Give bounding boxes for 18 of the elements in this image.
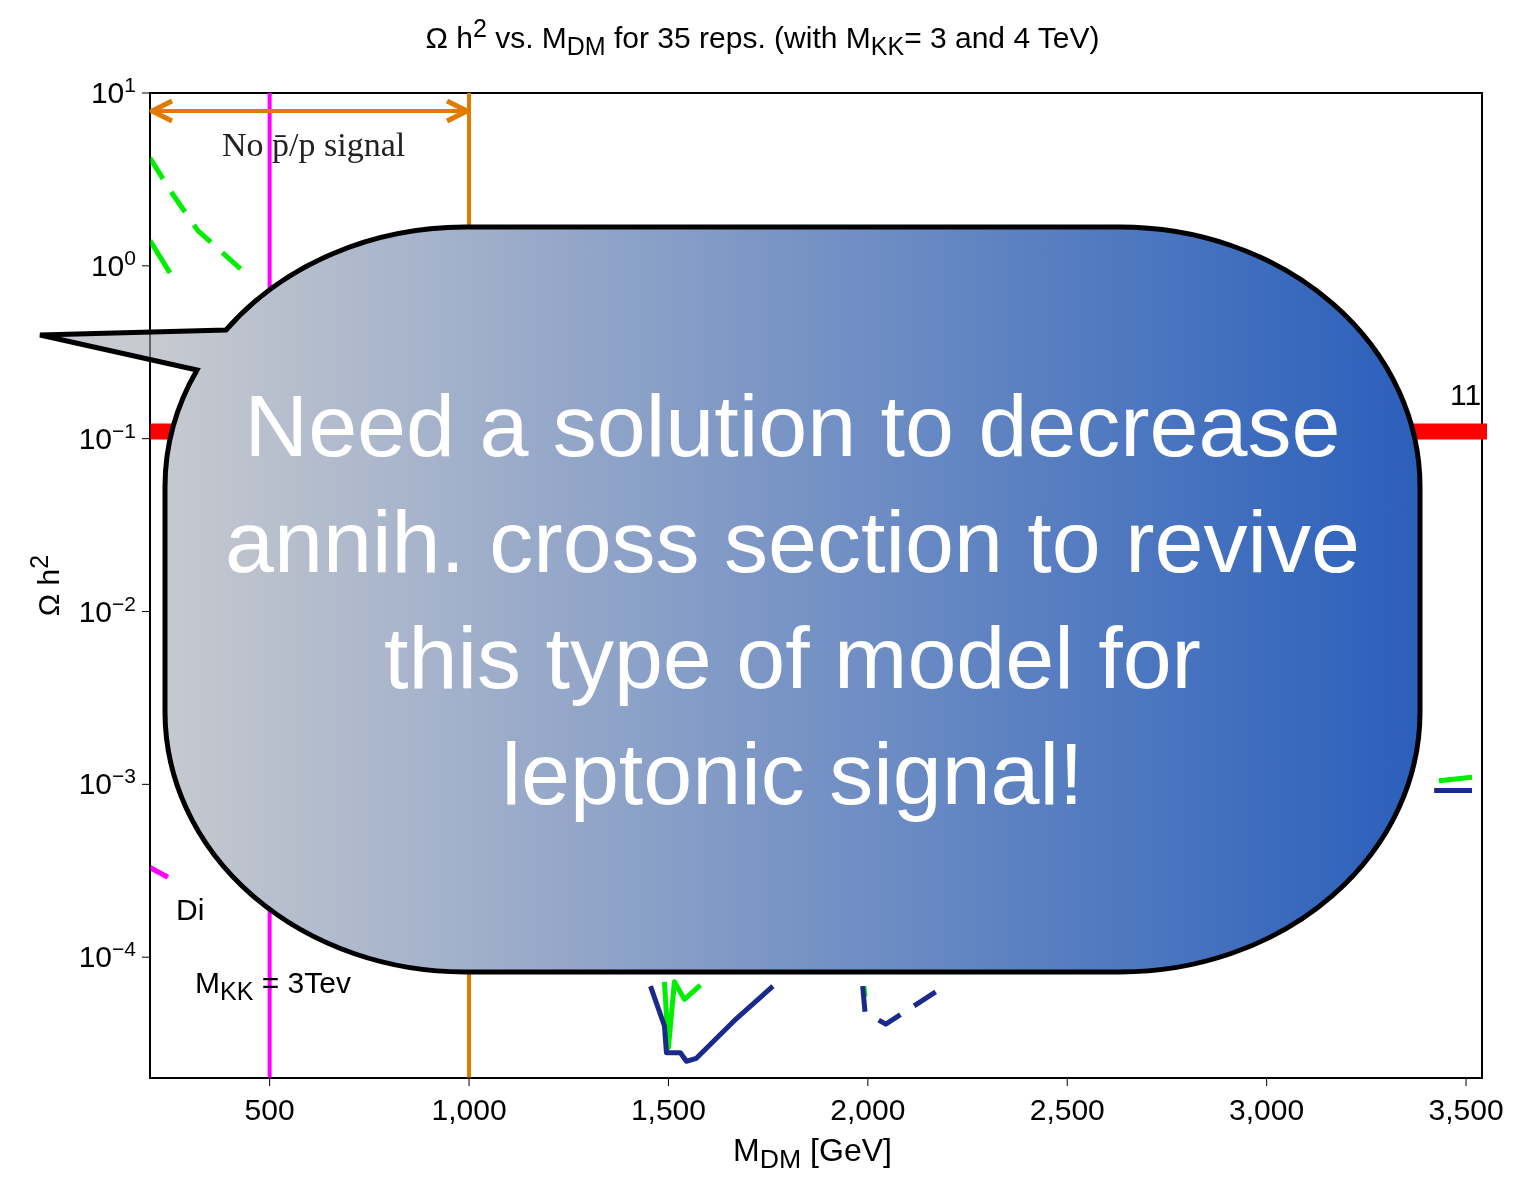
x-tick-label: 3,000	[1229, 1093, 1305, 1126]
y-tick-label: 10$^{1}$	[90, 72, 136, 109]
annotation: No p̄/p signal	[222, 126, 406, 164]
y-tick-label: 10$^{−1}$	[78, 418, 136, 455]
x-tick-label: 1,000	[431, 1093, 507, 1126]
y-tick-label: 10$^{−4}$	[78, 936, 137, 974]
y-tick-label: 10$^{−2}$	[78, 591, 136, 628]
x-tick-label: 500	[244, 1093, 295, 1126]
x-tick-label: 3,500	[1428, 1093, 1504, 1126]
y-tick-label: 10$^{0}$	[90, 245, 136, 282]
y-tick-label: 10$^{−3}$	[78, 763, 136, 801]
annotation: Di	[176, 893, 205, 927]
x-tick-label: 2,500	[1029, 1093, 1105, 1126]
x-tick-label: 1,500	[630, 1093, 706, 1126]
annotation: 11	[1450, 378, 1482, 412]
x-axis-title: M$_{DM}$ [GeV]	[732, 1132, 893, 1176]
chart-title: Ω h$^{2}$ vs. M$_{DM}$ for 35 reps. (with M$_{KK}$= 3 and 4 TeV)	[424, 14, 1101, 61]
x-tick-label: 2,000	[830, 1093, 906, 1126]
